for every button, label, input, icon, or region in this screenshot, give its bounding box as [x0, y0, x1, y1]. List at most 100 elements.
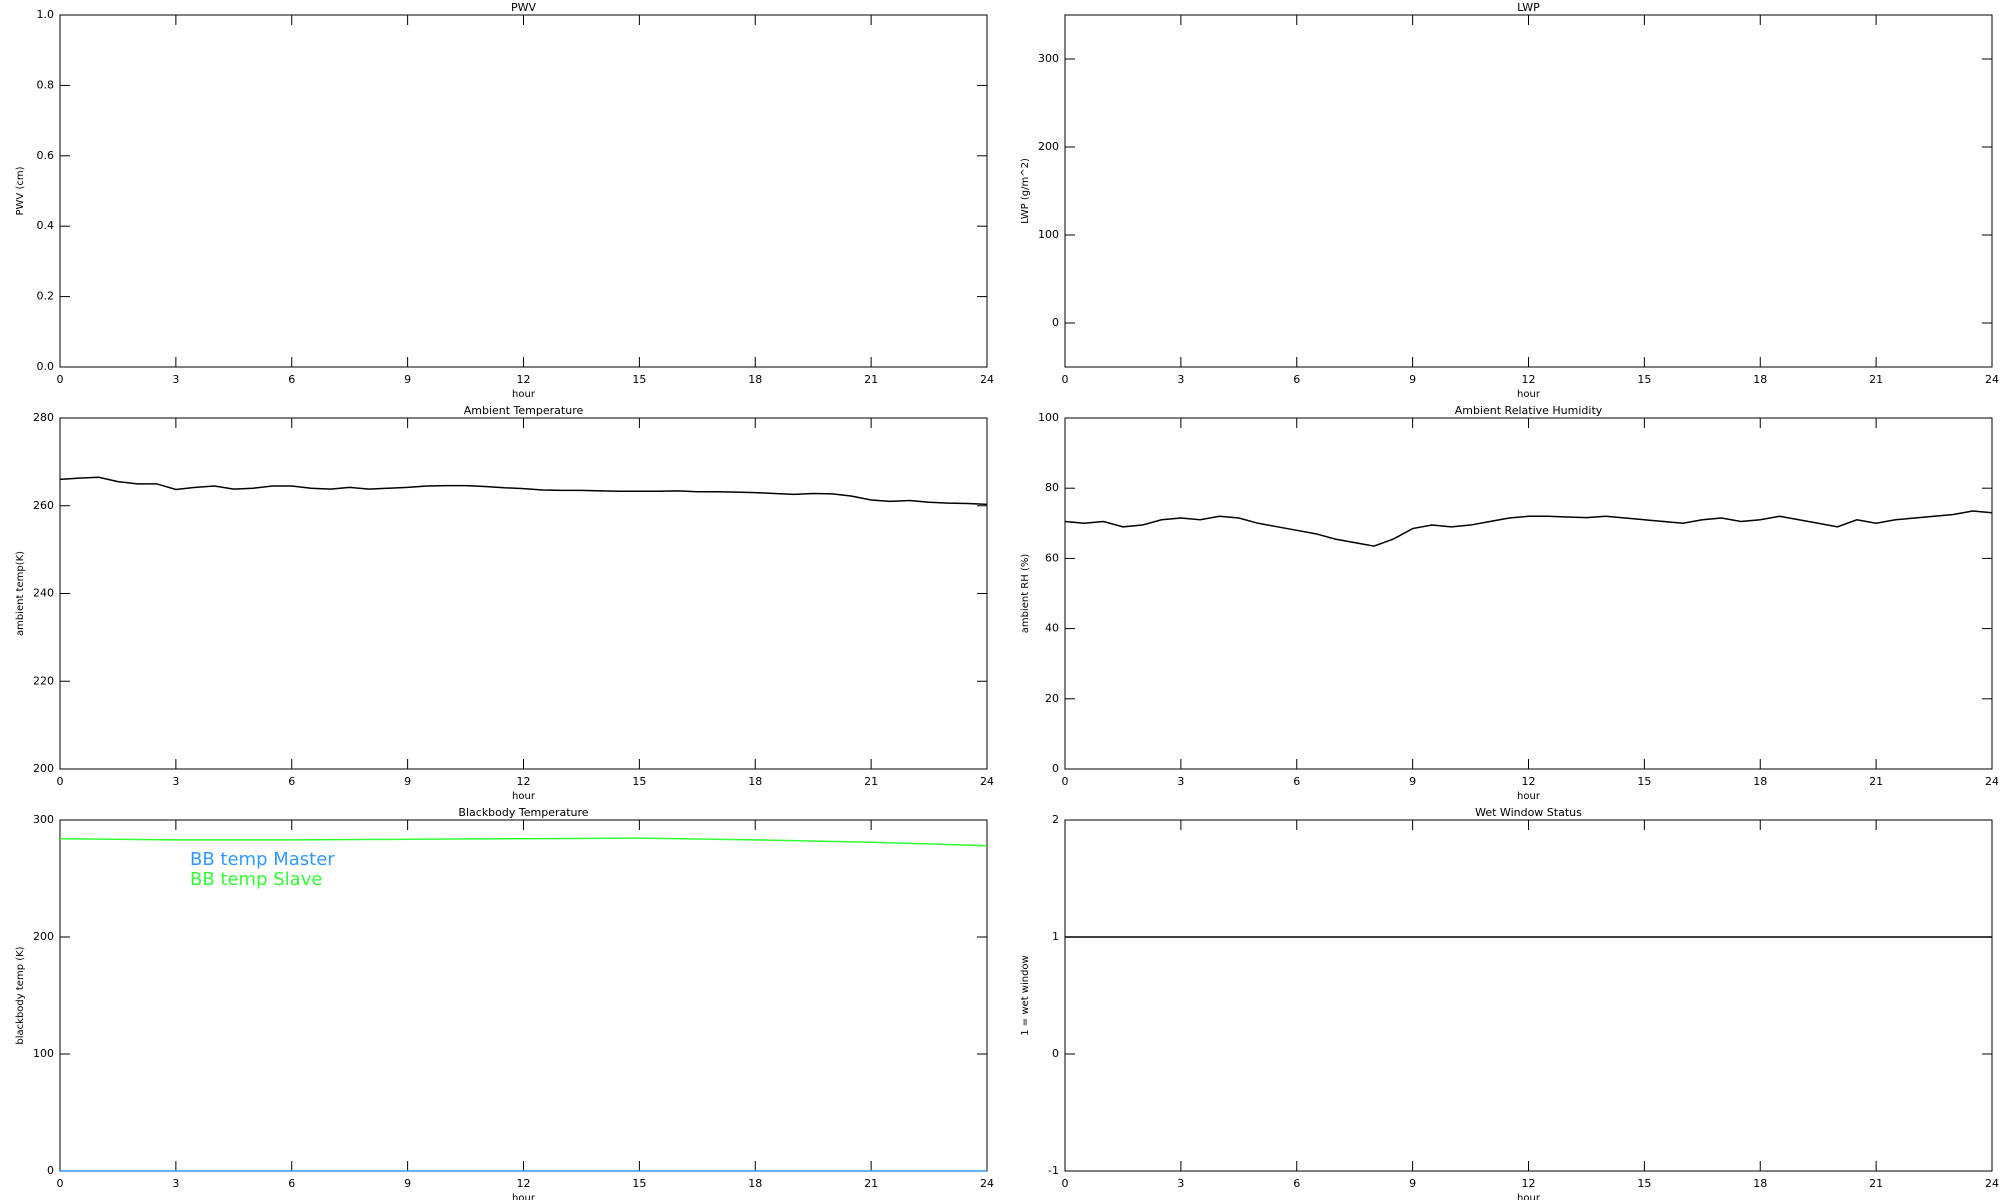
y-axis-label: ambient RH (%)	[1020, 554, 1031, 634]
y-tick-label: 280	[33, 411, 54, 424]
data-line	[59, 837, 988, 847]
y-tick-label: 2	[1052, 813, 1059, 826]
x-tick-label: 3	[172, 373, 179, 386]
y-axis-label: ambient temp(K)	[15, 551, 26, 636]
x-tick-label: 21	[864, 1177, 878, 1190]
plot-frame	[1064, 417, 1993, 770]
y-tick-label: 1	[1052, 930, 1059, 943]
x-tick-label: 18	[1753, 1177, 1767, 1190]
x-tick-label: 21	[1869, 373, 1883, 386]
y-tick-label: 200	[1038, 140, 1059, 153]
y-tick-label: 60	[1045, 551, 1059, 564]
y-axis-label: PWV (cm)	[15, 166, 26, 215]
x-tick-label: 12	[517, 775, 531, 788]
y-tick-label: 40	[1045, 622, 1059, 635]
x-tick-label: 3	[172, 775, 179, 788]
x-tick-label: 21	[1869, 775, 1883, 788]
y-tick-label: 300	[33, 813, 54, 826]
x-tick-label: 18	[748, 775, 762, 788]
x-axis-label: hour	[1517, 791, 1541, 802]
x-tick-label: 15	[632, 373, 646, 386]
x-tick-label: 6	[288, 1177, 295, 1190]
plot-frame	[1064, 819, 1993, 1172]
data-line	[59, 476, 988, 506]
x-tick-label: 18	[1753, 775, 1767, 788]
x-tick-label: 18	[748, 1177, 762, 1190]
chart-title: Ambient Temperature	[464, 404, 584, 417]
x-tick-label: 0	[1062, 373, 1069, 386]
x-tick-label: 15	[632, 775, 646, 788]
y-axis-label: 1 = wet window	[1020, 955, 1031, 1035]
x-tick-label: 9	[404, 1177, 411, 1190]
x-tick-label: 6	[288, 775, 295, 788]
x-tick-label: 15	[1637, 373, 1651, 386]
y-tick-label: 300	[1038, 52, 1059, 65]
x-tick-label: 24	[1985, 1177, 1999, 1190]
y-tick-label: 200	[33, 762, 54, 775]
y-tick-label: 1.0	[37, 8, 55, 21]
x-tick-label: 21	[864, 775, 878, 788]
y-tick-label: 220	[33, 674, 54, 687]
x-tick-label: 3	[1177, 1177, 1184, 1190]
y-tick-label: 0.0	[37, 360, 55, 373]
x-tick-label: 12	[517, 373, 531, 386]
x-tick-label: 15	[632, 1177, 646, 1190]
y-tick-label: 100	[1038, 228, 1059, 241]
y-tick-label: 100	[33, 1047, 54, 1060]
x-tick-label: 3	[1177, 373, 1184, 386]
x-tick-label: 24	[980, 1177, 994, 1190]
x-tick-label: 0	[1062, 1177, 1069, 1190]
y-tick-label: 200	[33, 930, 54, 943]
x-tick-label: 12	[1522, 1177, 1536, 1190]
x-tick-label: 0	[57, 373, 64, 386]
chart-title: LWP	[1517, 1, 1540, 14]
y-tick-label: 0.2	[37, 290, 55, 303]
chart-title: Blackbody Temperature	[458, 806, 588, 819]
x-axis-label: hour	[512, 1193, 536, 1200]
data-line	[1064, 510, 1993, 547]
x-tick-label: 24	[1985, 775, 1999, 788]
plot-frame	[59, 417, 988, 770]
chart-title: PWV	[511, 1, 537, 14]
x-tick-label: 12	[1522, 775, 1536, 788]
y-tick-label: 260	[33, 499, 54, 512]
y-tick-label: 0	[1052, 762, 1059, 775]
x-tick-label: 3	[1177, 775, 1184, 788]
legend-entry: BB temp Master	[190, 849, 335, 870]
x-tick-label: 15	[1637, 1177, 1651, 1190]
x-tick-label: 6	[1293, 1177, 1300, 1190]
x-axis-label: hour	[1517, 389, 1541, 400]
x-tick-label: 3	[172, 1177, 179, 1190]
y-tick-label: 0.4	[37, 219, 55, 232]
y-tick-label: 100	[1038, 411, 1059, 424]
x-tick-label: 24	[980, 373, 994, 386]
x-tick-label: 12	[1522, 373, 1536, 386]
x-tick-label: 0	[57, 1177, 64, 1190]
x-tick-label: 9	[1409, 1177, 1416, 1190]
x-tick-label: 24	[1985, 373, 1999, 386]
x-tick-label: 24	[980, 775, 994, 788]
x-tick-label: 9	[1409, 373, 1416, 386]
x-tick-label: 12	[517, 1177, 531, 1190]
x-tick-label: 18	[748, 373, 762, 386]
x-tick-label: 0	[57, 775, 64, 788]
x-tick-label: 0	[1062, 775, 1069, 788]
y-tick-label: 0.8	[37, 78, 55, 91]
y-axis-label: blackbody temp (K)	[15, 946, 26, 1044]
x-tick-label: 21	[1869, 1177, 1883, 1190]
x-tick-label: 15	[1637, 775, 1651, 788]
y-tick-label: 0	[1052, 1047, 1059, 1060]
chart-title: Wet Window Status	[1475, 806, 1582, 819]
x-axis-label: hour	[1517, 1193, 1541, 1200]
x-tick-label: 9	[404, 373, 411, 386]
y-tick-label: 80	[1045, 481, 1059, 494]
x-tick-label: 9	[404, 775, 411, 788]
y-tick-label: 240	[33, 587, 54, 600]
x-tick-label: 9	[1409, 775, 1416, 788]
y-tick-label: 0.6	[37, 149, 55, 162]
legend-entry: BB temp Slave	[190, 869, 322, 890]
x-tick-label: 6	[1293, 373, 1300, 386]
y-tick-label: 20	[1045, 692, 1059, 705]
plot-frame	[1064, 14, 1993, 368]
y-axis-label: LWP (g/m^2)	[1020, 158, 1031, 224]
